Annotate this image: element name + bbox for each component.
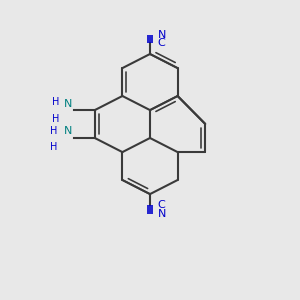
Text: H: H (52, 97, 59, 107)
Text: H: H (50, 125, 58, 136)
Text: N: N (158, 29, 166, 40)
Text: H: H (50, 142, 58, 152)
Text: N: N (64, 99, 72, 109)
Text: C: C (158, 38, 165, 48)
Text: H: H (52, 113, 59, 124)
Text: N: N (64, 127, 72, 136)
Text: N: N (158, 208, 166, 219)
Text: C: C (158, 200, 165, 210)
